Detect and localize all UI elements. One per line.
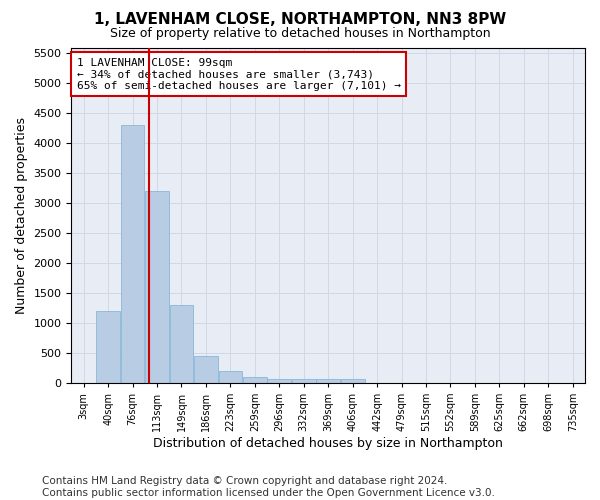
- Text: 1 LAVENHAM CLOSE: 99sqm
← 34% of detached houses are smaller (3,743)
65% of semi: 1 LAVENHAM CLOSE: 99sqm ← 34% of detache…: [77, 58, 401, 91]
- Bar: [316, 378, 340, 383]
- Bar: [145, 191, 169, 383]
- Text: 1, LAVENHAM CLOSE, NORTHAMPTON, NN3 8PW: 1, LAVENHAM CLOSE, NORTHAMPTON, NN3 8PW: [94, 12, 506, 28]
- Bar: [121, 126, 145, 383]
- Bar: [96, 311, 120, 383]
- Bar: [170, 305, 193, 383]
- Text: Size of property relative to detached houses in Northampton: Size of property relative to detached ho…: [110, 28, 490, 40]
- Bar: [341, 378, 365, 383]
- Bar: [218, 371, 242, 383]
- Bar: [268, 378, 291, 383]
- X-axis label: Distribution of detached houses by size in Northampton: Distribution of detached houses by size …: [153, 437, 503, 450]
- Y-axis label: Number of detached properties: Number of detached properties: [15, 116, 28, 314]
- Bar: [292, 378, 316, 383]
- Bar: [194, 356, 218, 383]
- Text: Contains HM Land Registry data © Crown copyright and database right 2024.
Contai: Contains HM Land Registry data © Crown c…: [42, 476, 495, 498]
- Bar: [243, 377, 266, 383]
